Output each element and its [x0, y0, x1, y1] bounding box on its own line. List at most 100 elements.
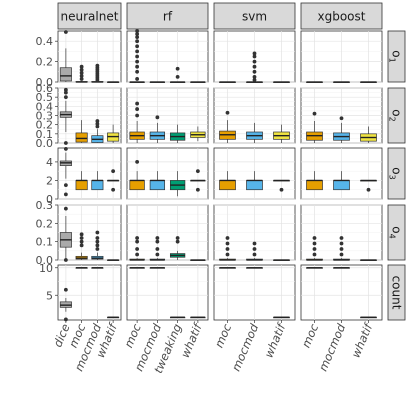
box-mocmod: [246, 51, 263, 83]
y-tick-label: 0.1: [36, 128, 54, 141]
box-mocmod: [333, 116, 350, 143]
outlier-point: [63, 95, 68, 100]
box-iqr: [219, 180, 236, 191]
y-tick-label: 5: [46, 289, 53, 302]
box-dice: [59, 30, 72, 82]
model-strip-label: rf: [163, 10, 173, 24]
outlier-point: [63, 90, 68, 95]
y-tick-label: 0.0: [36, 137, 54, 150]
objective-strip-count: [387, 264, 406, 321]
outlier-point: [63, 287, 68, 292]
panel-neuralnet-o4: [57, 204, 122, 262]
outlier-point: [79, 73, 84, 78]
box-whatif: [107, 169, 120, 192]
box-mocmod: [91, 230, 104, 260]
outlier-point: [63, 147, 68, 151]
objective-strip-o2: [387, 87, 406, 144]
outlier-point: [252, 51, 257, 56]
outlier-point: [79, 232, 84, 237]
box-whatif: [107, 316, 120, 319]
outlier-point: [135, 107, 140, 111]
box-whatif: [360, 179, 377, 192]
box-mocmod: [333, 236, 350, 261]
outlier-point: [135, 113, 140, 118]
box-mocmod: [149, 81, 166, 83]
outlier-point: [79, 64, 84, 69]
outlier-point: [312, 247, 317, 251]
outlier-point: [79, 243, 84, 248]
panel-xgboost-o2: [300, 87, 383, 144]
objective-strip-label-base: o: [390, 167, 404, 174]
y-tick-label: 4: [46, 156, 53, 169]
outlier-point: [279, 187, 284, 192]
objective-strip-label: o1: [388, 50, 404, 62]
panel-rf-o4: [126, 204, 209, 261]
panel-svm-o1: [213, 30, 296, 83]
box-whatif: [273, 179, 290, 192]
box-whatif: [190, 316, 206, 319]
objective-strip-label-base: o: [390, 109, 404, 116]
outlier-point: [63, 87, 68, 92]
outlier-point: [79, 239, 84, 244]
outlier-point: [175, 75, 180, 79]
objective-strip-label: o2: [388, 109, 404, 121]
panel-background: [126, 147, 209, 200]
outlier-point: [95, 121, 100, 126]
box-iqr: [333, 180, 350, 191]
box-dice: [59, 206, 72, 262]
outlier-point: [252, 64, 257, 69]
box-mocmod: [149, 267, 166, 269]
outlier-point: [135, 35, 140, 40]
box-moc: [306, 81, 323, 83]
outlier-point: [312, 241, 317, 246]
box-iqr: [91, 180, 104, 191]
outlier-point: [95, 63, 100, 68]
box-whatif: [190, 126, 206, 142]
box-moc: [75, 64, 88, 83]
outlier-point: [366, 187, 371, 192]
model-strip-neuralnet: [57, 2, 122, 30]
box-tweaking: [169, 66, 186, 83]
outlier-point: [225, 110, 230, 115]
x-tick-label: mocmod: [316, 321, 349, 373]
panel-rf-o1: [126, 29, 209, 83]
outlier-point: [95, 119, 100, 123]
outlier-point: [135, 101, 140, 106]
y-tick-label: 0.1: [36, 236, 54, 249]
box-moc: [75, 171, 88, 191]
box-moc: [219, 171, 236, 191]
outlier-point: [95, 124, 100, 129]
outlier-point: [339, 116, 344, 121]
objective-strip-label-sub: 4: [388, 234, 397, 239]
outlier-point: [195, 187, 200, 192]
x-tick-label: moc: [299, 321, 322, 350]
model-strip-label: neuralnet: [61, 10, 119, 24]
x-tick-label: whatif: [178, 320, 206, 360]
box-moc: [306, 236, 323, 261]
y-tick-label: 0.2: [36, 119, 54, 132]
outlier-point: [111, 169, 116, 174]
outlier-point: [175, 66, 180, 71]
box-iqr: [75, 180, 88, 191]
panel-xgboost-count: [300, 264, 383, 321]
box-moc: [219, 236, 236, 261]
panel-xgboost-o1: [300, 30, 383, 83]
outlier-point: [225, 247, 230, 251]
objective-strip-label-sub: 2: [388, 117, 397, 122]
box-tweaking: [169, 124, 186, 143]
outlier-point: [95, 236, 100, 240]
box-iqr: [149, 180, 166, 191]
objective-strip-o1: [387, 30, 406, 83]
y-tick-label: 0: [46, 193, 53, 206]
outlier-point: [79, 236, 84, 240]
objective-strip-label-base: o: [390, 226, 404, 233]
outlier-point: [135, 64, 140, 69]
box-mocmod: [91, 119, 104, 143]
outlier-point: [135, 77, 140, 81]
panel-background: [126, 264, 209, 321]
box-whatif: [190, 259, 206, 261]
outlier-point: [63, 258, 68, 262]
box-iqr: [129, 180, 145, 191]
box-tweaking: [169, 316, 186, 319]
outlier-point: [95, 230, 100, 235]
